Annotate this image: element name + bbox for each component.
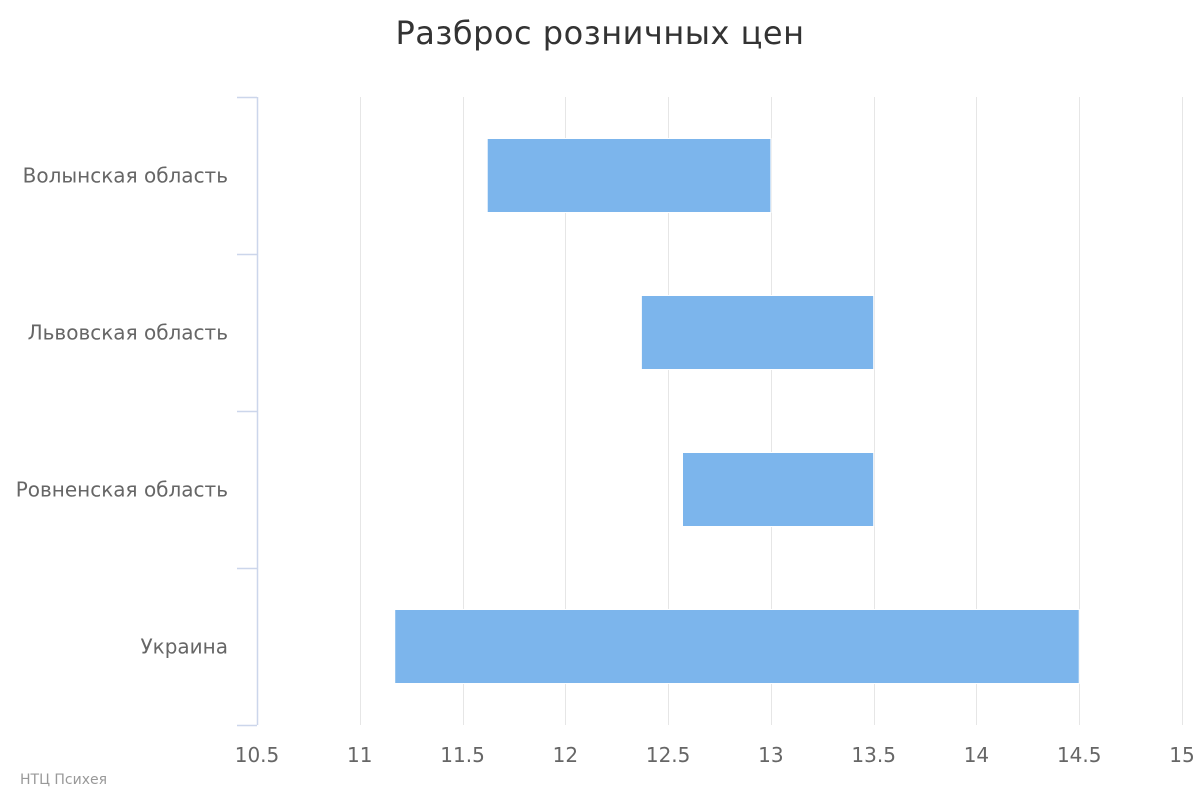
category-label-1: Львовская область <box>28 321 228 345</box>
range-bar-3 <box>394 609 1080 684</box>
x-tick-label-0: 10.5 <box>235 743 280 767</box>
category-label-3: Украина <box>140 635 228 659</box>
range-bar-1 <box>640 295 875 370</box>
chart-title: Разброс розничных цен <box>395 14 805 52</box>
category-label-2: Ровненская область <box>16 478 228 502</box>
x-tick-label-1: 11 <box>347 743 372 767</box>
x-tick-label-9: 15 <box>1169 743 1194 767</box>
range-bar-2 <box>682 452 875 527</box>
x-tick-label-8: 14.5 <box>1057 743 1102 767</box>
credits-text[interactable]: НТЦ Психея <box>20 772 108 788</box>
x-tick-label-2: 11.5 <box>440 743 485 767</box>
category-label-0: Волынская область <box>23 164 228 188</box>
x-tick-label-3: 12 <box>553 743 578 767</box>
range-bar-0 <box>486 138 772 213</box>
x-tick-label-7: 14 <box>964 743 989 767</box>
x-tick-label-6: 13.5 <box>851 743 896 767</box>
x-tick-label-4: 12.5 <box>646 743 691 767</box>
x-tick-label-5: 13 <box>758 743 783 767</box>
